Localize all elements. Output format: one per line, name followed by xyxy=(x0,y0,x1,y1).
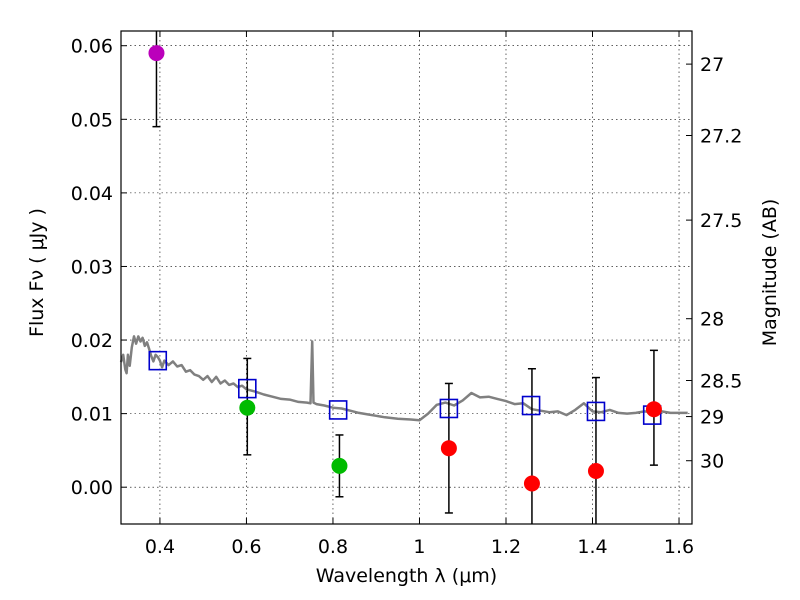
model-photometry-square xyxy=(328,400,348,420)
x-tick-label: 0.4 xyxy=(145,536,175,558)
y-tick-label: 0.02 xyxy=(71,330,113,352)
y-tick-label: 0.01 xyxy=(71,404,113,426)
right-tick-label: 28 xyxy=(700,309,724,331)
y-tick-label: 0.06 xyxy=(71,36,113,58)
x-tick-label: 0.6 xyxy=(231,536,261,558)
observed-flux-point xyxy=(587,463,604,480)
right-axis-label: Magnitude (AB) xyxy=(759,199,781,347)
error-bar-layer xyxy=(152,31,658,524)
model-point-layer xyxy=(148,350,662,425)
right-tick-label: 30 xyxy=(700,451,724,473)
model-photometry-square xyxy=(439,398,459,419)
y-tick-label: 0.05 xyxy=(71,109,113,131)
right-tick-label: 27.2 xyxy=(700,125,742,147)
x-tick-label: 1 xyxy=(413,536,425,558)
grid-layer xyxy=(121,31,692,524)
y-tick-label: 0.04 xyxy=(71,183,113,205)
model-photometry-square xyxy=(148,350,168,371)
y-tick-label: 0.03 xyxy=(71,256,113,278)
plot-frame xyxy=(120,30,693,525)
tick-layer: 0.4 0.6 0.8 1 1.2 1.4 1.6 0.00 0.01 0.02 0.03 0.04 0… xyxy=(71,31,742,558)
right-tick-label: 27.5 xyxy=(700,210,742,232)
observed-flux-point xyxy=(239,399,256,416)
right-tick-label: 27 xyxy=(700,54,724,76)
right-tick-label: 29 xyxy=(700,407,724,429)
observed-flux-point xyxy=(523,475,540,492)
observed-flux-point xyxy=(440,440,457,457)
observed-flux-point xyxy=(148,45,165,62)
x-tick-label: 0.8 xyxy=(318,536,348,558)
observed-flux-point xyxy=(331,457,348,474)
model-photometry-square xyxy=(586,401,606,422)
model-photometry-square xyxy=(521,395,541,416)
sed-line-layer xyxy=(119,335,688,422)
x-tick-label: 1.4 xyxy=(577,536,607,558)
right-tick-label: 28.5 xyxy=(700,371,742,393)
model-photometry-square xyxy=(238,378,257,399)
y-axis-label: Flux Fν ( μJy ) xyxy=(26,208,48,337)
x-tick-label: 1.2 xyxy=(491,536,521,558)
observed-point-layer xyxy=(148,45,662,492)
x-tick-label: 1.6 xyxy=(664,536,694,558)
observed-flux-point xyxy=(645,401,662,418)
x-axis-label: Wavelength λ (μm) xyxy=(316,565,497,587)
sed-model-line xyxy=(119,335,688,422)
y-tick-label: 0.00 xyxy=(71,477,113,499)
